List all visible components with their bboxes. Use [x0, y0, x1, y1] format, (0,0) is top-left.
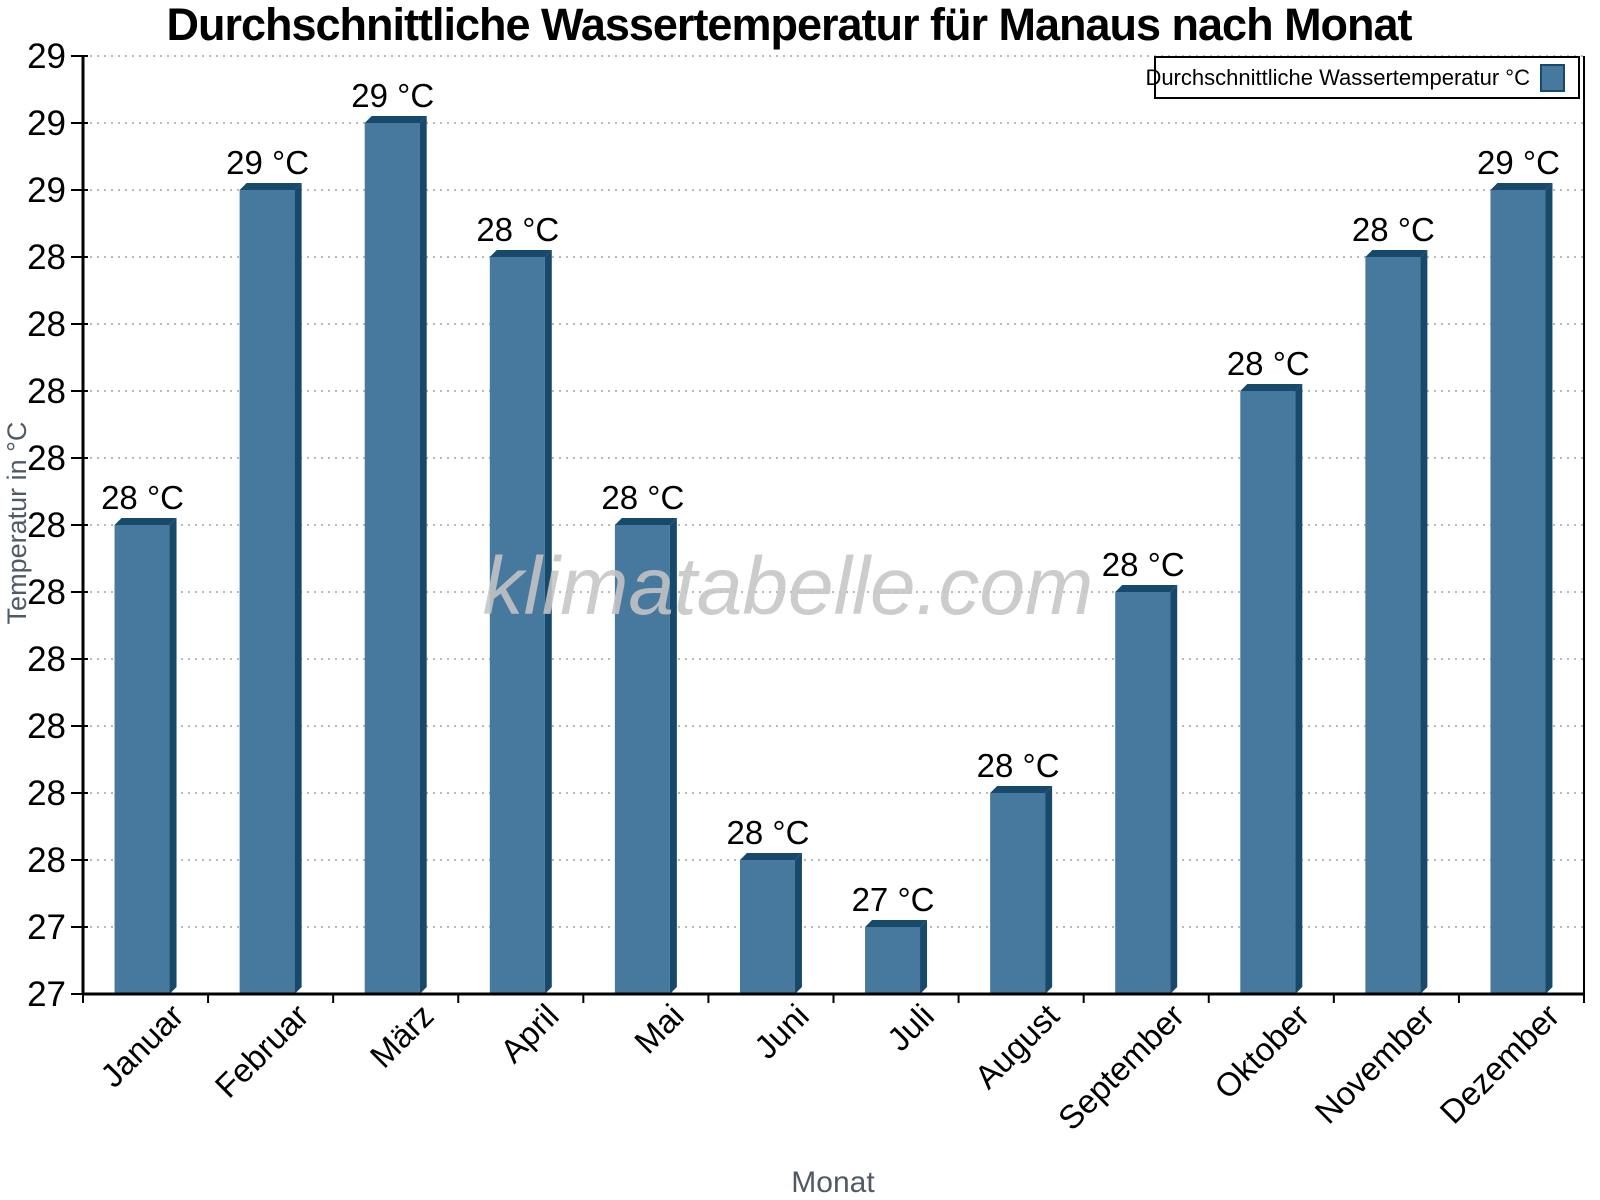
- y-tick-label: 28: [27, 841, 66, 880]
- bar-value-label: 28 °C: [727, 814, 810, 851]
- bar-right-face: [920, 920, 928, 994]
- bar-april: [489, 250, 552, 994]
- y-tick-label: 29: [27, 104, 66, 143]
- y-tick-label: 29: [27, 171, 66, 210]
- x-tick-label: August: [967, 997, 1066, 1096]
- bar-right-face: [419, 116, 427, 994]
- bar-dezember: [1490, 183, 1553, 994]
- bar-right-face: [1545, 183, 1553, 994]
- bar-top-face: [865, 920, 928, 927]
- bar-right-face: [1420, 250, 1428, 994]
- y-tick-label: 28: [27, 439, 66, 478]
- bar-front-face: [1365, 257, 1421, 994]
- bar-mai: [614, 518, 677, 994]
- bar-top-face: [990, 786, 1053, 793]
- x-tick-label: Januar: [93, 997, 191, 1095]
- bar-top-face: [1490, 183, 1553, 190]
- y-tick-label: 27: [27, 975, 66, 1014]
- y-tick-label: 27: [27, 908, 66, 947]
- bar-right-face: [169, 518, 177, 994]
- bar-front-face: [114, 525, 170, 994]
- x-tick-label: Oktober: [1207, 997, 1316, 1106]
- bar-value-label: 28 °C: [601, 479, 684, 516]
- x-tick-label: September: [1051, 997, 1191, 1137]
- bar-front-face: [865, 927, 921, 994]
- bar-right-face: [1045, 786, 1053, 994]
- y-tick-label: 28: [27, 640, 66, 679]
- legend-swatch: [1540, 64, 1565, 92]
- bar-front-face: [489, 257, 545, 994]
- bar-top-face: [489, 250, 552, 257]
- y-axis-title: Temperatur in °C: [2, 422, 32, 625]
- bar-right-face: [294, 183, 302, 994]
- x-tick-label: November: [1308, 997, 1442, 1131]
- bar-value-label: 28 °C: [101, 479, 184, 516]
- x-tick-label: Dezember: [1433, 997, 1567, 1131]
- bar-top-face: [239, 183, 302, 190]
- y-tick-label: 28: [27, 774, 66, 813]
- bar-right-face: [544, 250, 552, 994]
- bar-januar: [114, 518, 177, 994]
- bar-top-face: [364, 116, 427, 123]
- x-tick-label: April: [493, 997, 566, 1070]
- bar-front-face: [1115, 592, 1171, 994]
- y-tick-label: 28: [27, 372, 66, 411]
- bar-front-face: [614, 525, 670, 994]
- bar-juli: [865, 920, 928, 994]
- bar-top-face: [1365, 250, 1428, 257]
- bar-right-face: [1170, 585, 1178, 994]
- bar-right-face: [669, 518, 677, 994]
- bar-value-label: 29 °C: [226, 144, 309, 181]
- x-axis-title: Monat: [791, 1166, 875, 1199]
- bar-right-face: [1295, 384, 1303, 994]
- bar-top-face: [114, 518, 177, 525]
- bar-front-face: [1490, 190, 1546, 994]
- bar-value-label: 29 °C: [351, 77, 434, 114]
- legend: Durchschnittliche Wassertemperatur °C: [1145, 56, 1580, 99]
- legend-label: Durchschnittliche Wassertemperatur °C: [1145, 65, 1530, 90]
- bar-februar: [239, 183, 302, 994]
- bar-front-face: [1240, 391, 1296, 994]
- y-tick-label: 28: [27, 707, 66, 746]
- bar-value-label: 28 °C: [1102, 546, 1185, 583]
- bar-oktober: [1240, 384, 1303, 994]
- x-tick-label: Juni: [747, 997, 816, 1066]
- bar-august: [990, 786, 1053, 994]
- bar-top-face: [614, 518, 677, 525]
- y-tick-label: 29: [27, 37, 66, 76]
- y-tick-label: 28: [27, 573, 66, 612]
- bar-front-face: [364, 123, 420, 994]
- bar-top-face: [1115, 585, 1178, 592]
- bar-value-label: 28 °C: [977, 747, 1060, 784]
- y-tick-label: 28: [27, 305, 66, 344]
- bar-value-label: 29 °C: [1477, 144, 1560, 181]
- bar-value-label: 28 °C: [476, 211, 559, 248]
- bar-top-face: [1240, 384, 1303, 391]
- bar-front-face: [239, 190, 295, 994]
- watermark: klimatabelle.com: [483, 541, 1094, 632]
- bar-front-face: [739, 860, 795, 994]
- bar-value-label: 27 °C: [852, 881, 935, 918]
- bar-value-label: 28 °C: [1352, 211, 1435, 248]
- bar-märz: [364, 116, 427, 994]
- legend-box: [1154, 56, 1580, 99]
- bar-value-label: 28 °C: [1227, 345, 1310, 382]
- bar-juni: [739, 853, 802, 994]
- y-tick-label: 28: [27, 506, 66, 545]
- x-tick-label: März: [363, 997, 441, 1075]
- x-tick-label: Februar: [208, 997, 316, 1105]
- x-tick-label: Mai: [627, 997, 691, 1061]
- bar-right-face: [794, 853, 802, 994]
- y-tick-label: 28: [27, 238, 66, 277]
- bar-front-face: [990, 793, 1046, 994]
- chart-title: Durchschnittliche Wassertemperatur für M…: [166, 0, 1412, 50]
- bar-top-face: [739, 853, 802, 860]
- bar-september: [1115, 585, 1178, 994]
- bar-november: [1365, 250, 1428, 994]
- x-tick-label: Juli: [880, 997, 941, 1058]
